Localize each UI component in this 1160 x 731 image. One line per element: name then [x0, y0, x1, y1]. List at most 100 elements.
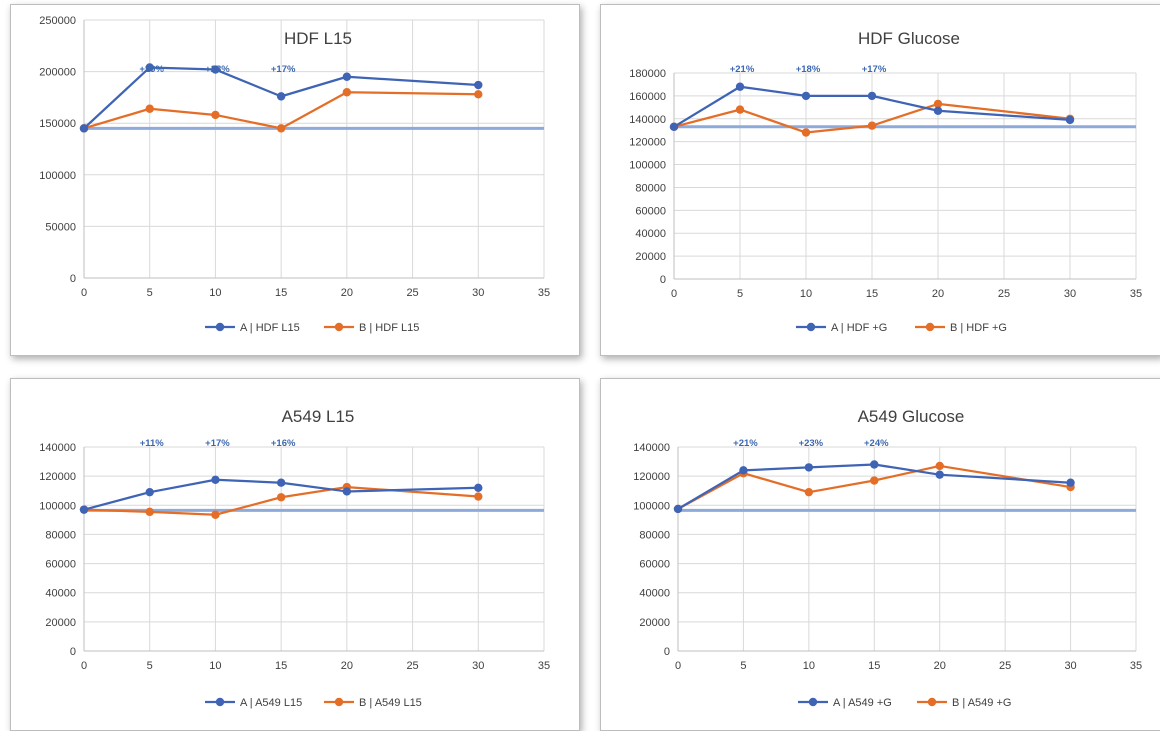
chart-title: A549 L15	[282, 407, 355, 426]
x-tick-label: 20	[934, 660, 946, 672]
series-line-b	[673, 102, 1071, 134]
data-point-a	[1065, 115, 1075, 125]
x-tick-label: 35	[538, 287, 550, 299]
y-tick-label: 0	[70, 646, 76, 658]
data-point-b	[211, 510, 220, 519]
data-point-a	[211, 475, 220, 484]
x-tick-label: 25	[998, 288, 1010, 300]
data-point-b	[342, 88, 352, 97]
data-point-b	[474, 90, 483, 99]
y-tick-label: 40000	[635, 228, 666, 240]
y-tick-label: 0	[70, 273, 76, 285]
data-point-b	[276, 124, 286, 133]
series-line-a	[83, 478, 479, 511]
x-tick-label: 5	[740, 660, 746, 672]
chart-a549-l15: 0 5 10 15 20 25 30 35 0 20000 40000 60000 80000 10000…	[39, 407, 550, 709]
legend-marker-a	[808, 697, 818, 707]
x-tick-label: 15	[868, 660, 880, 672]
chart-panel-a549-glucose: 0 5 10 15 20 25 30 35 0 20000 40000 60000 80000 10000…	[600, 378, 1160, 731]
legend-marker-a	[215, 697, 225, 707]
data-point-b	[867, 121, 877, 130]
y-tick-label: 20000	[639, 617, 670, 629]
y-tick-label: 250000	[39, 15, 76, 27]
x-tick-label: 0	[671, 288, 677, 300]
x-tick-label: 15	[275, 287, 287, 299]
percent-annotation: +23%	[799, 438, 824, 449]
x-tick-label: 10	[800, 288, 812, 300]
x-tick-label: 10	[209, 287, 221, 299]
chart-a549-glucose: 0 5 10 15 20 25 30 35 0 20000 40000 60000 80000 10000…	[633, 407, 1142, 709]
chart-panel-hdf-glucose: 0 5 10 15 20 25 30 35 0 20000 40000 60000 80000 10000…	[600, 4, 1160, 356]
percent-annotation: +18%	[796, 64, 821, 75]
percent-annotation: +17%	[862, 64, 887, 75]
data-point-a	[735, 82, 745, 91]
legend-label-b: B | HDF +G	[950, 322, 1007, 334]
legend-marker-b	[925, 322, 935, 332]
data-point-a	[211, 65, 220, 74]
x-tick-label: 25	[999, 660, 1011, 672]
y-tick-label: 140000	[39, 442, 76, 454]
chart-panel-a549-l15: 0 5 10 15 20 25 30 35 0 20000 40000 60000 80000 10000…	[10, 378, 580, 731]
y-tick-label: 0	[660, 274, 666, 286]
x-tick-label: 30	[472, 660, 484, 672]
percent-annotation: +21%	[730, 64, 755, 75]
chart-hdf-glucose: 0 5 10 15 20 25 30 35 0 20000 40000 60000 80000 10000…	[629, 29, 1142, 334]
x-tick-label: 10	[209, 660, 221, 672]
data-point-b	[145, 507, 154, 517]
legend-label-a: A | A549 L15	[240, 697, 302, 709]
x-tick-label: 5	[147, 660, 153, 672]
y-tick-label: 160000	[629, 91, 666, 103]
data-point-b	[933, 99, 943, 109]
legend-label-b: B | A549 L15	[359, 697, 422, 709]
x-tick-label: 35	[1130, 660, 1142, 672]
chart-panel-hdf-l15: 0 5 10 15 20 25 30 35 0 50000 100000 150000 200000 25…	[10, 4, 580, 356]
y-tick-label: 120000	[633, 471, 670, 483]
data-point-a	[935, 470, 944, 479]
data-point-b	[804, 487, 814, 497]
x-tick-label: 5	[147, 287, 153, 299]
percent-annotation: +29%	[139, 64, 164, 75]
x-tick-label: 25	[406, 660, 418, 672]
y-tick-label: 80000	[639, 529, 670, 541]
data-point-a	[145, 487, 154, 497]
percent-annotation: +11%	[140, 438, 165, 449]
series-line-a	[83, 66, 479, 130]
data-point-a	[1066, 478, 1075, 487]
y-tick-label: 100000	[39, 170, 76, 182]
data-point-a	[933, 106, 943, 115]
x-tick-label: 25	[406, 287, 418, 299]
y-tick-label: 120000	[629, 137, 666, 149]
percent-annotation: +17%	[205, 438, 230, 449]
legend-label-b: B | A549 +G	[952, 697, 1011, 709]
data-point-a	[870, 460, 879, 469]
x-tick-label: 30	[472, 287, 484, 299]
data-point-a	[804, 463, 814, 472]
data-point-b	[211, 110, 220, 120]
x-tick-label: 5	[737, 288, 743, 300]
data-point-a	[342, 487, 352, 496]
percent-annotation: +16%	[271, 438, 296, 449]
y-tick-label: 20000	[45, 617, 76, 629]
percent-annotation: +28%	[205, 64, 230, 75]
y-tick-label: 80000	[635, 182, 666, 194]
series-line-a	[677, 463, 1071, 510]
y-tick-label: 60000	[45, 559, 76, 571]
x-tick-label: 35	[1130, 288, 1142, 300]
data-point-b	[276, 493, 286, 502]
legend-marker-b	[334, 697, 344, 707]
data-point-a	[739, 466, 748, 475]
x-tick-label: 20	[341, 660, 353, 672]
data-point-b	[801, 128, 811, 137]
data-point-b	[870, 476, 879, 485]
x-tick-label: 0	[81, 287, 87, 299]
x-tick-label: 15	[866, 288, 878, 300]
y-tick-label: 120000	[39, 471, 76, 483]
x-tick-label: 20	[341, 287, 353, 299]
legend-label-a: A | HDF L15	[240, 322, 300, 334]
y-tick-label: 40000	[639, 588, 670, 600]
series-line-b	[677, 464, 1071, 510]
data-point-a	[474, 80, 483, 90]
x-tick-label: 0	[81, 660, 87, 672]
legend-marker-a	[806, 322, 816, 332]
series-line-a	[673, 85, 1071, 128]
